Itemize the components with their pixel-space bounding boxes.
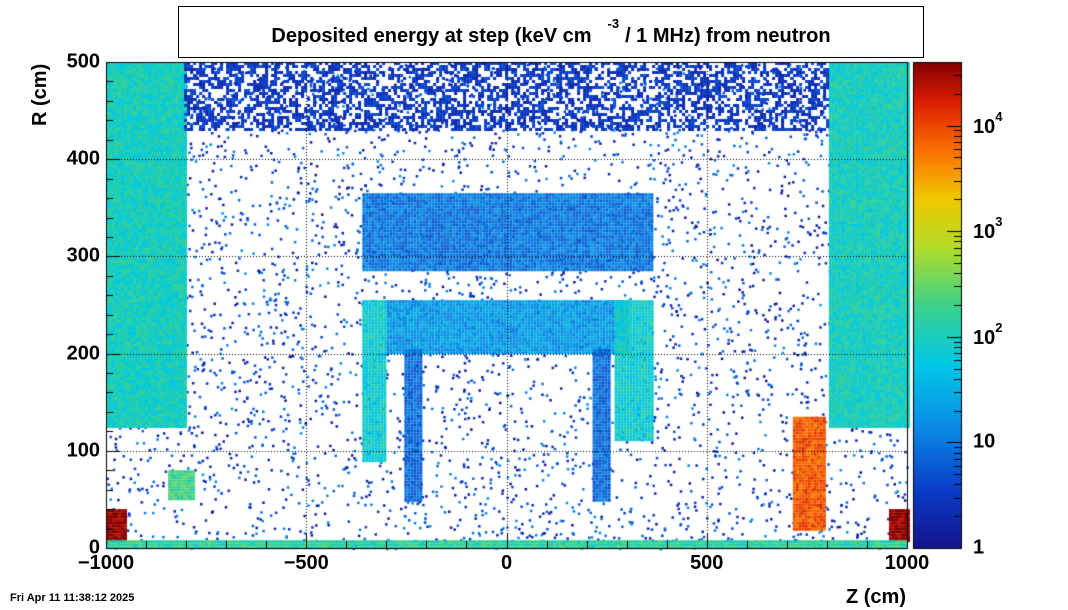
title-main: Deposited energy at step (keV cm <box>271 25 592 47</box>
y-tick-label: 400 <box>66 147 100 170</box>
z-tick-base: 10 <box>973 221 996 243</box>
z-tick-base: 10 <box>973 115 996 138</box>
z-tick-label: 103 <box>973 214 1002 244</box>
title-rest: / 1 MHz) from neutron <box>625 25 831 47</box>
x-tick-label: −1000 <box>77 552 135 574</box>
z-tick-exponent: 4 <box>995 108 1003 124</box>
chart-title: Deposited energy at step (keV cm -3 / 1 MH… <box>179 16 923 48</box>
title-superscript: -3 <box>607 16 620 31</box>
z-tick-exponent: 3 <box>995 214 1003 230</box>
y-tick-label: 300 <box>66 244 100 267</box>
z-tick-label: 1 <box>973 537 984 560</box>
x-tick-label: −500 <box>283 552 329 574</box>
x-tick-label: 0 <box>500 552 513 574</box>
x-tick-label: 500 <box>690 552 724 574</box>
x-axis-label: Z (cm) <box>846 586 906 608</box>
z-tick-exponent: 2 <box>995 319 1003 335</box>
y-axis-label: R (cm) <box>29 63 51 126</box>
z-tick-label: 102 <box>973 320 1002 350</box>
y-tick-label: 200 <box>66 342 100 365</box>
y-tick-label: 100 <box>66 439 100 462</box>
z-tick-label: 10 <box>973 431 995 454</box>
timestamp: Fri Apr 11 11:38:12 2025 <box>10 592 135 604</box>
z-tick-base: 10 <box>973 326 996 349</box>
z-tick-base: 10 <box>973 430 996 453</box>
z-tick-label: 104 <box>973 109 1002 139</box>
title-box: Deposited energy at step (keV cm -3 / 1 MH… <box>178 6 924 58</box>
y-tick-label: 500 <box>66 50 100 73</box>
x-tick-label: 1000 <box>884 552 930 574</box>
z-tick-base: 1 <box>973 536 985 559</box>
y-tick-label: 0 <box>88 536 100 559</box>
